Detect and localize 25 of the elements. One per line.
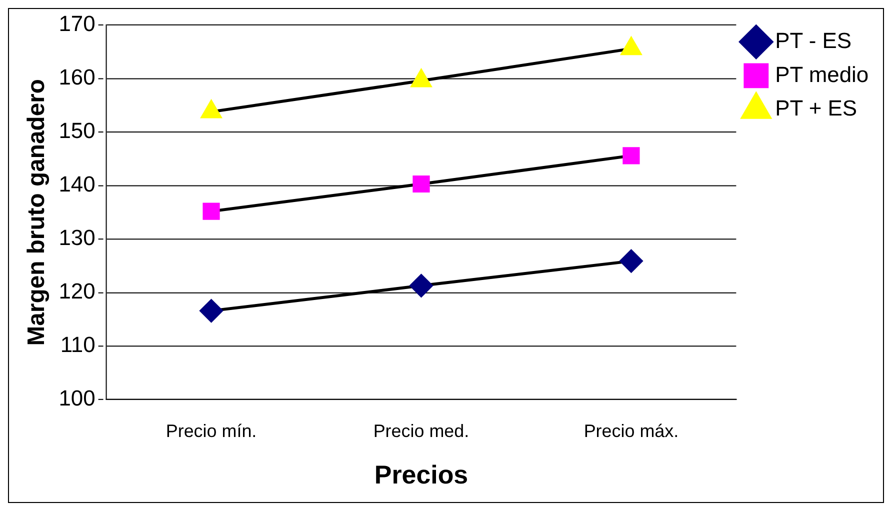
- x-tick-label: Precio máx.: [584, 421, 679, 442]
- point: [621, 37, 642, 56]
- y-tick-label: 160: [58, 64, 96, 90]
- point: [200, 299, 223, 322]
- y-tick-label: 170: [58, 11, 96, 36]
- point: [622, 147, 640, 164]
- y-tick-label: 130: [58, 225, 96, 250]
- y-tick-label: 150: [58, 118, 96, 144]
- legend-label: PT medio: [775, 62, 869, 87]
- y-tick-label: 110: [60, 332, 96, 358]
- point: [620, 250, 643, 273]
- point: [410, 274, 433, 298]
- point: [411, 69, 432, 88]
- x-axis-title: Precios: [374, 462, 468, 490]
- legend-label: PT - ES: [775, 28, 852, 53]
- x-tick-label: Precio mín.: [166, 421, 257, 442]
- x-tick-label: Precio med.: [373, 421, 470, 442]
- point: [202, 202, 220, 220]
- y-tick-label: 100: [58, 386, 96, 411]
- y-tick-label: 120: [58, 278, 96, 304]
- point: [412, 175, 430, 193]
- point: [201, 100, 222, 118]
- y-axis-title: Margen bruto ganadero: [22, 79, 50, 346]
- legend-label: PT + ES: [775, 96, 858, 121]
- y-tick-label: 140: [58, 172, 96, 197]
